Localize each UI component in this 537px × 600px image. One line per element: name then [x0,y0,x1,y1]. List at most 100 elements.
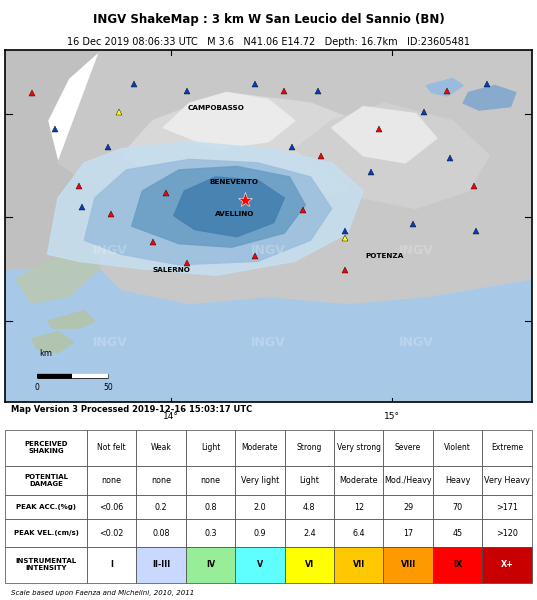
Polygon shape [332,107,437,163]
Bar [5,466,87,495]
Text: Strong: Strong [296,443,322,452]
Polygon shape [84,160,332,265]
Bar [87,495,136,520]
Text: V: V [257,560,263,569]
Polygon shape [5,50,100,268]
Bar [5,191,100,402]
Text: Light: Light [300,476,320,485]
Text: >120: >120 [496,529,518,538]
Bar [186,430,235,466]
Text: PEAK VEL.(cm/s): PEAK VEL.(cm/s) [14,530,78,536]
Text: Scale based upon Faenza and Michelini, 2010, 2011: Scale based upon Faenza and Michelini, 2… [11,590,194,596]
Text: IV: IV [206,560,215,569]
Text: 70: 70 [453,503,462,512]
Text: <0.02: <0.02 [99,529,124,538]
Text: 50: 50 [103,383,113,392]
Text: Map Version 3 Processed 2019-12-16 15:03:17 UTC: Map Version 3 Processed 2019-12-16 15:03… [11,405,252,414]
Bar [5,547,87,583]
Text: SALERNO: SALERNO [152,267,190,273]
Bar [235,520,285,547]
Bar [334,430,383,466]
Text: none: none [151,476,171,485]
Text: Very light: Very light [241,476,279,485]
Text: 4.8: 4.8 [303,503,316,512]
Text: CAMPOBASSO: CAMPOBASSO [187,106,244,112]
Text: INGV: INGV [398,335,433,349]
Bar [136,547,186,583]
Bar [433,520,482,547]
Text: Moderate: Moderate [242,443,278,452]
Text: 29: 29 [403,503,413,512]
Bar [482,520,532,547]
Text: Light: Light [201,443,220,452]
Text: 45: 45 [453,529,462,538]
Text: VII: VII [353,560,365,569]
Bar [433,495,482,520]
Bar [87,430,136,466]
Text: Not felt: Not felt [97,443,126,452]
Text: 14°: 14° [163,412,179,421]
Polygon shape [47,142,363,275]
Text: 2.4: 2.4 [303,529,316,538]
Text: 17: 17 [403,529,413,538]
Text: PERCEIVED
SHAKING: PERCEIVED SHAKING [25,441,68,454]
Bar [383,547,433,583]
Text: Severe: Severe [395,443,421,452]
Text: I: I [110,560,113,569]
Bar [87,466,136,495]
Text: IX: IX [453,560,462,569]
Bar [433,430,482,466]
Bar [5,495,87,520]
Bar [136,430,186,466]
Text: 0.3: 0.3 [204,529,217,538]
Text: VI: VI [304,560,314,569]
Polygon shape [463,85,516,110]
Polygon shape [16,254,100,304]
Text: Mod./Heavy: Mod./Heavy [384,476,432,485]
Bar [285,466,334,495]
Bar [482,495,532,520]
Text: 2.0: 2.0 [253,503,266,512]
Bar [5,430,87,466]
Text: 16 Dec 2019 08:06:33 UTC   M 3.6   N41.06 E14.72   Depth: 16.7km   ID:23605481: 16 Dec 2019 08:06:33 UTC M 3.6 N41.06 E1… [67,37,470,47]
Bar [87,547,136,583]
Bar [285,430,334,466]
Bar [235,430,285,466]
Text: POTENTIAL
DAMAGE: POTENTIAL DAMAGE [24,474,68,487]
Bar [482,547,532,583]
Text: INSTRUMENTAL
INTENSITY: INSTRUMENTAL INTENSITY [16,559,77,571]
Bar [235,495,285,520]
Text: 0.8: 0.8 [204,503,217,512]
Bar [186,466,235,495]
Text: VIII: VIII [401,560,416,569]
Text: none: none [101,476,122,485]
Text: 6.4: 6.4 [352,529,365,538]
Bar [136,520,186,547]
Bar [334,520,383,547]
Bar [186,520,235,547]
Bar [285,520,334,547]
Text: II-III: II-III [152,560,170,569]
Bar [136,466,186,495]
Bar [383,430,433,466]
Text: INGV: INGV [251,244,286,257]
Bar [235,547,285,583]
Polygon shape [47,311,95,328]
Polygon shape [295,103,490,209]
Text: POTENZA: POTENZA [365,253,403,259]
Polygon shape [174,177,284,236]
Bar [334,466,383,495]
Bar [136,495,186,520]
Polygon shape [426,79,463,96]
Bar [334,547,383,583]
Text: PEAK ACC.(%g): PEAK ACC.(%g) [16,504,76,510]
Polygon shape [121,92,400,198]
Polygon shape [32,332,74,353]
Bar [482,466,532,495]
Text: none: none [200,476,221,485]
Bar [186,495,235,520]
Polygon shape [58,50,532,304]
Bar [235,466,285,495]
Text: Heavy: Heavy [445,476,470,485]
Text: X+: X+ [500,560,513,569]
